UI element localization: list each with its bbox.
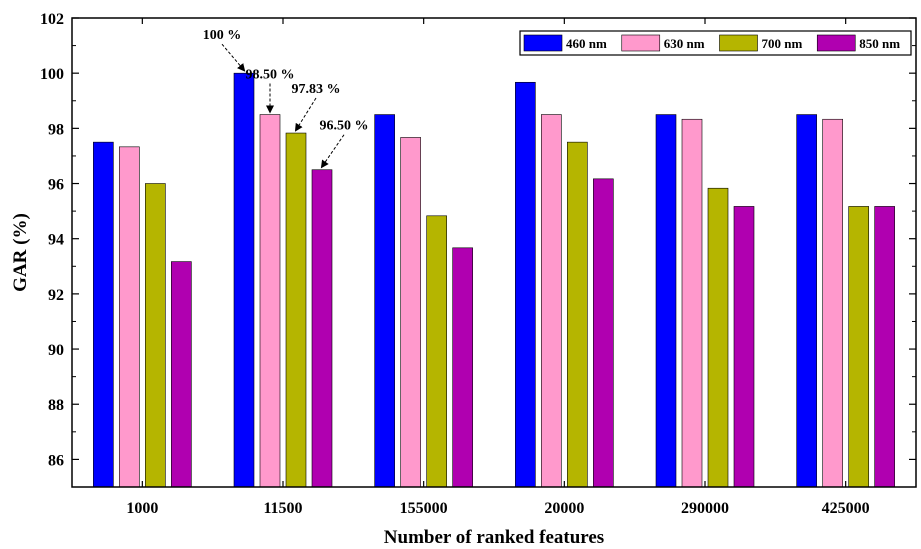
bar-290000-630-nm — [681, 118, 703, 488]
legend-swatch-700-nm — [719, 34, 758, 52]
bar-290000-700-nm — [707, 187, 729, 488]
y-tick-label-102: 102 — [40, 11, 64, 28]
bars-layer — [93, 72, 895, 488]
x-tick-label-11500: 11500 — [263, 500, 302, 517]
legend-swatch-460-nm — [523, 34, 563, 52]
bar-11500-630-nm — [259, 114, 281, 488]
y-tick-label-98: 98 — [48, 121, 64, 138]
bar-155000-850-nm — [452, 247, 473, 488]
bar-20000-700-nm — [567, 141, 588, 488]
legend: 460 nm 630 nm 700 nm 850 nm — [519, 30, 912, 56]
legend-label-850-nm: 850 nm — [859, 36, 900, 51]
annotation-arrow-700-nm — [294, 97, 317, 132]
plot-area-frame — [71, 17, 917, 488]
bar-425000-630-nm — [822, 118, 843, 488]
annotation-arrow-460-nm — [221, 43, 246, 72]
bar-1000-460-nm — [93, 141, 114, 488]
bar-1000-850-nm — [171, 261, 192, 488]
annotations-layer: 100 % 98.50 %97.83 % 96.50 % — [203, 28, 369, 169]
annotation-label-630-nm: 98.50 % — [246, 68, 295, 83]
annotation-label-850-nm: 96.50 % — [320, 119, 369, 134]
x-tick-label-425000: 425000 — [822, 500, 870, 517]
bar-20000-850-nm — [593, 178, 614, 488]
x-tick-label-155000: 155000 — [400, 500, 448, 517]
y-tick-label-88: 88 — [48, 397, 64, 414]
x-tick-label-290000: 290000 — [681, 500, 729, 517]
bar-11500-460-nm — [233, 72, 255, 488]
y-tick-label-90: 90 — [48, 342, 64, 359]
x-tick-label-20000: 20000 — [544, 500, 584, 517]
bar-20000-460-nm — [515, 81, 536, 488]
x-axis-title: Number of ranked features — [384, 527, 604, 548]
bar-290000-850-nm — [733, 206, 755, 488]
bar-290000-460-nm — [655, 114, 677, 488]
bar-11500-700-nm — [285, 132, 307, 488]
bar-425000-850-nm — [874, 206, 895, 488]
bar-11500-850-nm — [311, 169, 333, 488]
legend-label-700-nm: 700 nm — [762, 36, 803, 51]
y-tick-label-92: 92 — [48, 287, 64, 304]
legend-label-460-nm: 460 nm — [566, 36, 607, 51]
bar-1000-630-nm — [119, 146, 140, 488]
y-axis-title: GAR (%) — [10, 213, 31, 292]
legend-swatch-630-nm — [621, 34, 661, 52]
y-tick-label-86: 86 — [48, 452, 64, 469]
y-tick-label-94: 94 — [48, 232, 64, 249]
bar-155000-460-nm — [374, 114, 395, 488]
annotation-label-700-nm: 97.83 % — [292, 82, 341, 97]
legend-swatch-850-nm — [816, 34, 856, 52]
bar-155000-700-nm — [426, 215, 447, 488]
bar-20000-630-nm — [541, 114, 562, 488]
y-tick-label-100: 100 — [40, 66, 64, 83]
axis-ticks-layer: 1000 11500 155000 20000 290000 425000 86 88 90 92… — [40, 11, 916, 517]
bar-1000-700-nm — [145, 183, 166, 488]
legend-label-630-nm: 630 nm — [664, 36, 705, 51]
bar-425000-700-nm — [848, 206, 869, 488]
annotation-label-460-nm: 100 % — [203, 28, 242, 43]
bar-155000-630-nm — [400, 137, 421, 488]
bar-425000-460-nm — [796, 114, 817, 488]
x-tick-label-1000: 1000 — [126, 500, 158, 517]
annotation-arrow-850-nm — [320, 134, 345, 169]
y-tick-label-96: 96 — [48, 177, 64, 194]
